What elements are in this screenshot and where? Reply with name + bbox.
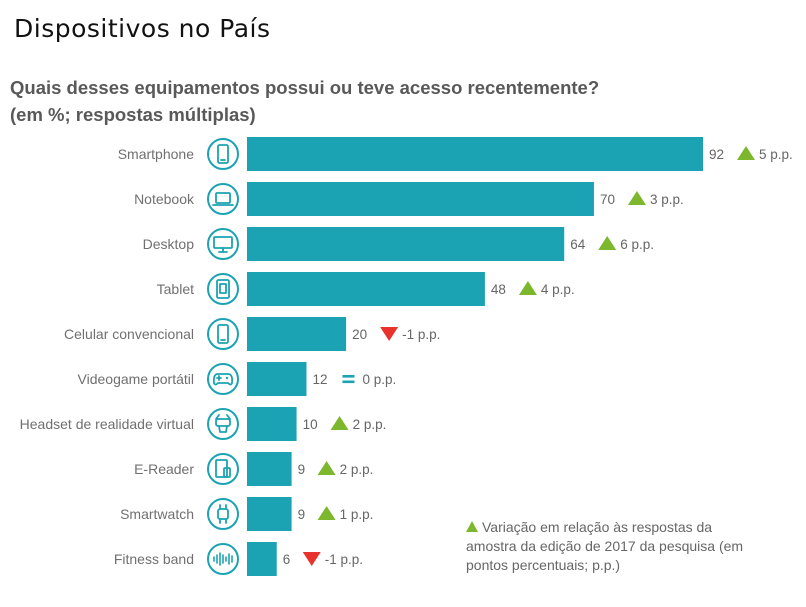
desktop-icon [207, 228, 239, 260]
variation-label: 6 p.p. [620, 237, 654, 252]
bar [247, 272, 485, 306]
bar [247, 227, 565, 261]
up-triangle-icon [466, 521, 478, 532]
category-label: Fitness band [114, 551, 194, 567]
category-label: Tablet [157, 281, 194, 297]
bar [247, 362, 307, 396]
fitness-band-icon-circle [207, 543, 239, 575]
up-triangle-icon [317, 506, 336, 520]
up-triangle-icon [518, 281, 537, 295]
laptop-icon [207, 183, 239, 215]
laptop-icon-circle [207, 183, 239, 215]
variation-label: 3 p.p. [650, 192, 684, 207]
chart-question: Quais desses equipamentos possui ou teve… [10, 77, 600, 98]
variation-label: 2 p.p. [340, 462, 374, 477]
value-label: 6 [283, 552, 291, 567]
category-label: E-Reader [134, 461, 194, 477]
phone-icon [207, 318, 239, 350]
bar-row: Celular convencional 20 -1 p.p. [64, 317, 440, 351]
chart-title: Quais desses equipamentos possui ou teve… [10, 74, 599, 128]
down-triangle-icon [380, 327, 399, 341]
category-label: Notebook [134, 191, 195, 207]
up-triangle-icon [598, 236, 617, 250]
smartphone-icon [207, 138, 239, 170]
fitness-band-icon [207, 543, 239, 575]
value-label: 20 [352, 327, 367, 342]
variation-label: 4 p.p. [541, 282, 575, 297]
variation-label: 1 p.p. [340, 507, 374, 522]
value-label: 70 [600, 192, 615, 207]
equal-icon [342, 375, 355, 384]
bar-row: Headset de realidade virtual 10 2 p.p. [20, 407, 387, 441]
variation-label: -1 p.p. [325, 552, 363, 567]
bar-row: Videogame portátil 12 0 p.p. [78, 362, 396, 396]
up-triangle-icon [330, 416, 349, 430]
value-label: 12 [312, 372, 327, 387]
category-label: Celular convencional [64, 326, 194, 342]
value-label: 9 [298, 507, 306, 522]
bar-row: Smartwatch 9 1 p.p. [120, 497, 373, 531]
page-title: Dispositivos no País [14, 14, 271, 43]
tablet-icon [207, 273, 239, 305]
up-triangle-icon [737, 146, 755, 160]
phone-icon-circle [207, 318, 239, 350]
value-label: 10 [303, 417, 318, 432]
bar [247, 137, 703, 171]
category-label: Smartwatch [120, 506, 194, 522]
legend-note: Variação em relação às respostas da amos… [466, 518, 766, 575]
variation-label: -1 p.p. [402, 327, 440, 342]
variation-label: 2 p.p. [353, 417, 387, 432]
value-label: 64 [570, 237, 586, 252]
category-label: Headset de realidade virtual [20, 416, 194, 432]
tablet-icon-circle [207, 273, 239, 305]
gamepad-icon [207, 363, 239, 395]
down-triangle-icon [302, 552, 321, 566]
category-label: Videogame portátil [78, 371, 194, 387]
gamepad-icon-circle [207, 363, 239, 395]
variation-label: 0 p.p. [362, 372, 396, 387]
bar [247, 317, 347, 351]
desktop-icon-circle [207, 228, 239, 260]
legend-text: Variação em relação às respostas da amos… [466, 519, 744, 573]
up-triangle-icon [317, 461, 336, 475]
bar [247, 407, 297, 441]
ereader-icon [207, 453, 239, 485]
smartwatch-icon [207, 498, 239, 530]
chart-subtitle: (em %; respostas múltiplas) [10, 104, 256, 125]
vr-headset-icon-circle [207, 408, 239, 440]
bar-row: Notebook 70 3 p.p. [134, 182, 684, 216]
bar-row: E-Reader 9 2 p.p. [134, 452, 373, 486]
bar-row: Fitness band 6 -1 p.p. [114, 542, 363, 576]
bar-row: Smartphone 92 5 p.p. [118, 137, 793, 171]
value-label: 48 [491, 282, 506, 297]
bar-row: Desktop 64 6 p.p. [143, 227, 654, 261]
bar-row: Tablet 48 4 p.p. [157, 272, 575, 306]
smartwatch-icon-circle [207, 498, 239, 530]
bar [247, 542, 277, 576]
category-label: Desktop [143, 236, 195, 252]
variation-label: 5 p.p. [759, 147, 793, 162]
smartphone-icon-circle [207, 138, 239, 170]
ereader-icon-circle [207, 453, 239, 485]
bar [247, 452, 292, 486]
vr-headset-icon [207, 408, 239, 440]
category-label: Smartphone [118, 146, 194, 162]
up-triangle-icon [627, 191, 646, 205]
bar [247, 182, 594, 216]
value-label: 9 [298, 462, 306, 477]
value-label: 92 [709, 147, 724, 162]
bar [247, 497, 292, 531]
